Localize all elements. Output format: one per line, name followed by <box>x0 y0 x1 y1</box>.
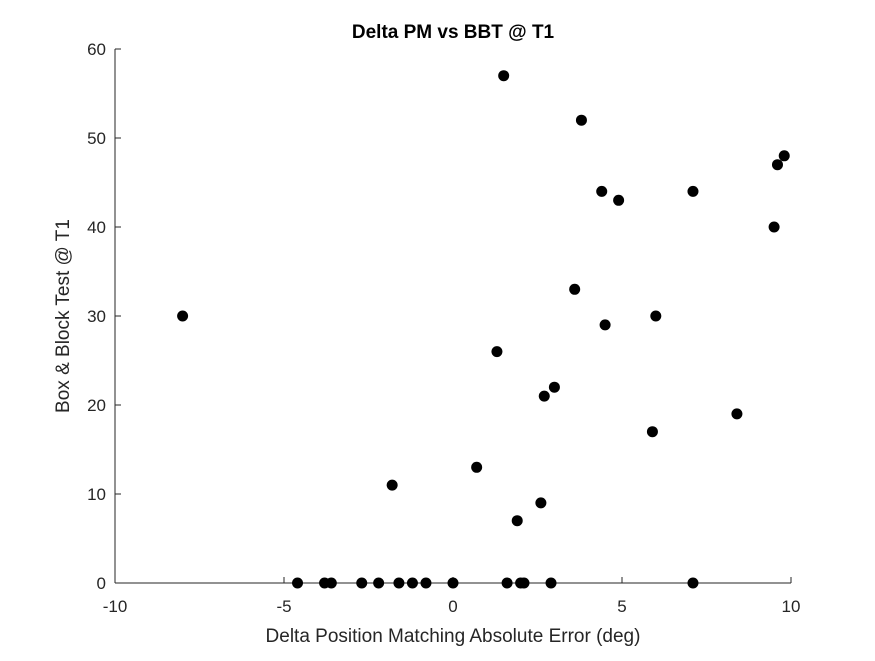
data-point <box>650 310 662 322</box>
data-point <box>646 426 658 438</box>
data-point <box>687 185 699 197</box>
data-point <box>613 194 625 206</box>
data-point <box>406 577 418 589</box>
data-point <box>538 390 550 402</box>
data-point <box>420 577 432 589</box>
x-tick-label: -10 <box>103 597 128 616</box>
y-tick-label: 20 <box>87 396 106 415</box>
data-point <box>569 283 581 295</box>
data-point <box>731 408 743 420</box>
data-points <box>177 70 790 589</box>
data-point <box>447 577 459 589</box>
y-tick-label: 40 <box>87 218 106 237</box>
y-tick-label: 10 <box>87 485 106 504</box>
data-point <box>511 515 523 527</box>
data-point <box>498 70 510 82</box>
data-point <box>292 577 304 589</box>
data-point <box>501 577 513 589</box>
chart-title: Delta PM vs BBT @ T1 <box>352 22 555 43</box>
data-point <box>373 577 385 589</box>
data-point <box>768 221 780 233</box>
data-point <box>778 150 790 162</box>
y-tick-label: 60 <box>87 40 106 59</box>
axes <box>114 49 791 584</box>
x-tick-label: -5 <box>276 597 291 616</box>
data-point <box>393 577 405 589</box>
data-point <box>545 577 557 589</box>
data-point <box>177 310 189 322</box>
y-tick-label: 0 <box>97 574 106 593</box>
data-point <box>596 185 608 197</box>
data-point <box>535 497 547 509</box>
data-point <box>356 577 368 589</box>
x-axis-label: Delta Position Matching Absolute Error (… <box>266 626 641 647</box>
data-point <box>548 381 560 393</box>
data-point <box>491 346 503 358</box>
data-point <box>599 319 611 331</box>
ticks: -10 -5 0 5 10 0 10 20 30 40 50 60 <box>87 40 800 616</box>
data-point <box>687 577 699 589</box>
y-tick-label: 50 <box>87 129 106 148</box>
y-axis-label: Box & Block Test @ T1 <box>53 219 74 413</box>
data-point <box>386 479 398 491</box>
data-point <box>325 577 337 589</box>
data-point <box>471 461 483 473</box>
y-tick-label: 30 <box>87 307 106 326</box>
x-tick-label: 10 <box>782 597 801 616</box>
x-tick-label: 5 <box>617 597 626 616</box>
data-point <box>575 114 587 126</box>
data-point <box>771 159 783 171</box>
x-tick-label: 0 <box>448 597 457 616</box>
data-point <box>518 577 530 589</box>
